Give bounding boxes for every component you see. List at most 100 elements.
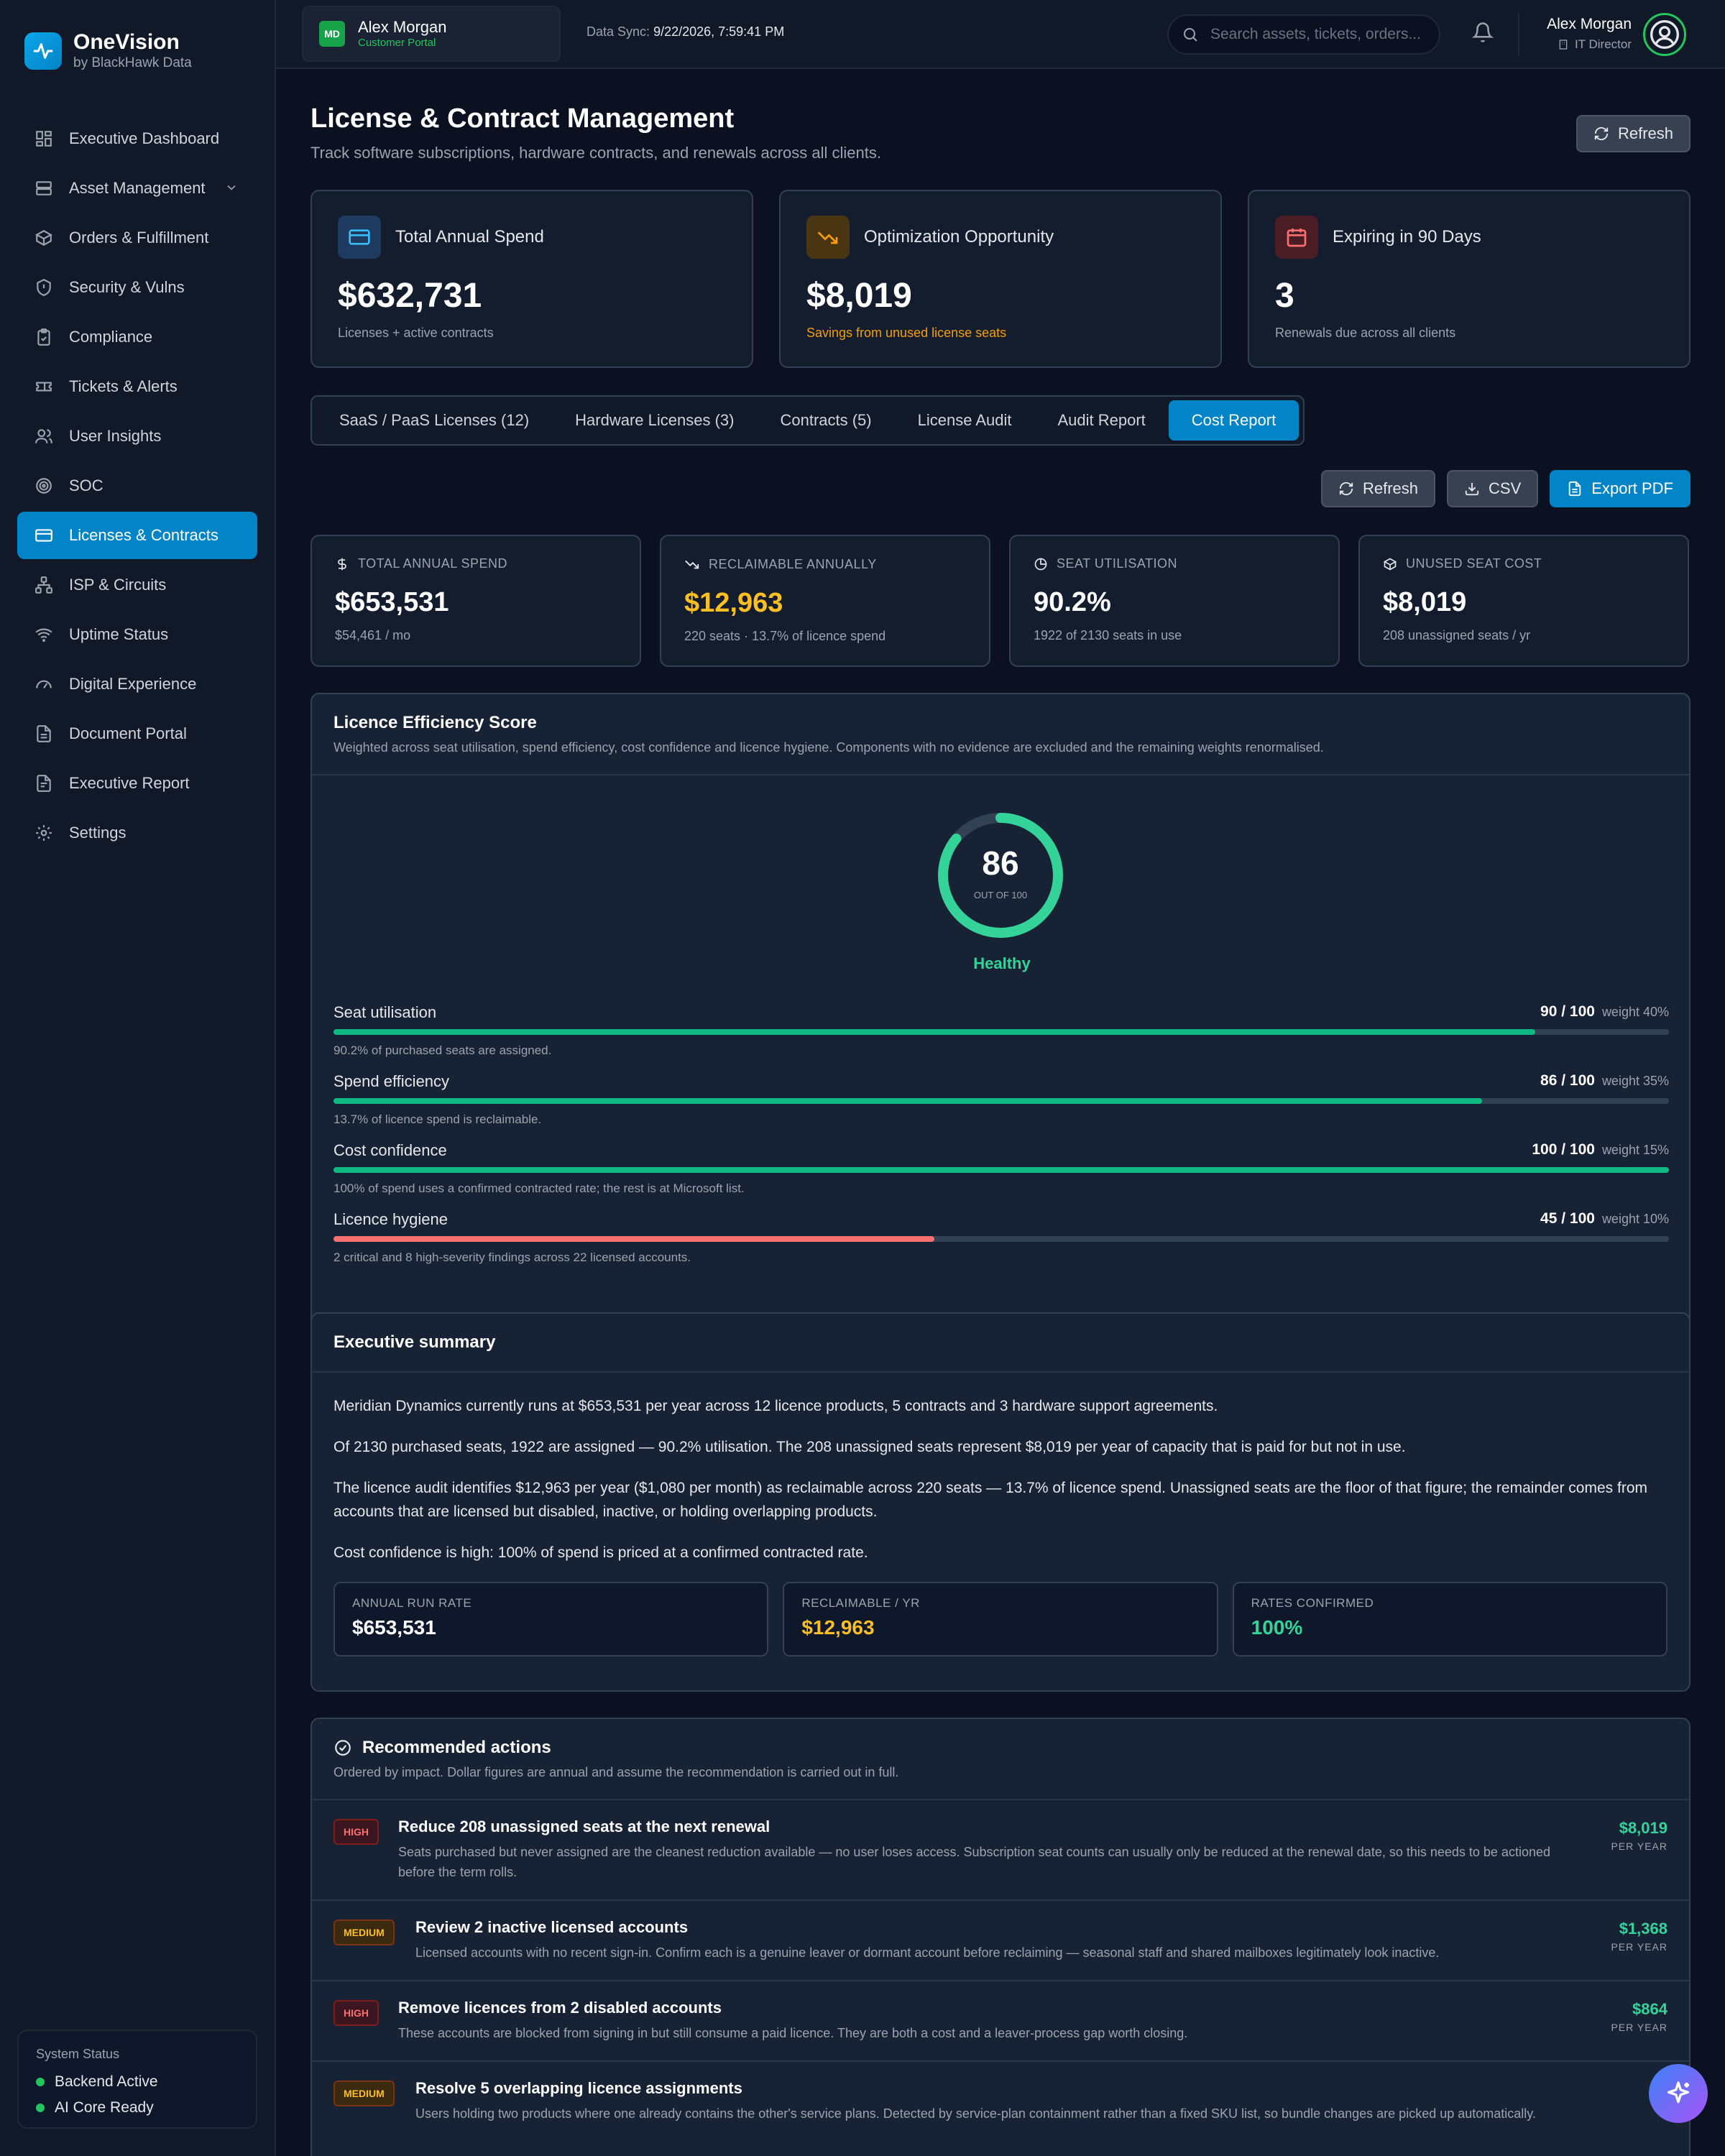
metric-label: Licence hygiene — [334, 1210, 448, 1228]
stat-row: TOTAL ANNUAL SPEND $653,531 $54,461 / mo… — [310, 535, 1690, 667]
sidebar-item-licenses[interactable]: Licenses & Contracts — [17, 512, 257, 559]
sidebar-item-label: Security & Vulns — [69, 278, 185, 296]
recommendation-amount: $1,368 — [1619, 1920, 1668, 1938]
sidebar-item-orders[interactable]: Orders & Fulfillment — [17, 214, 257, 262]
stat-reclaimable: RECLAIMABLE ANNUALLY $12,963 220 seats ·… — [660, 535, 990, 667]
sidebar-item-settings[interactable]: Settings — [17, 809, 257, 857]
metric-label: Cost confidence — [334, 1141, 447, 1159]
sidebar-item-soc[interactable]: SOC — [17, 462, 257, 510]
kpi-value: $632,731 — [338, 277, 482, 315]
stat-label: RECLAIMABLE ANNUALLY — [709, 556, 877, 571]
chevron-down-icon[interactable] — [224, 180, 239, 195]
sidebar-item-executive-report[interactable]: Executive Report — [17, 760, 257, 807]
metric-note: 2 critical and 8 high-severity findings … — [334, 1250, 691, 1264]
brand-sub: by BlackHawk Data — [73, 55, 192, 70]
kpi-label: Optimization Opportunity — [864, 227, 1054, 247]
kpi-note: Licenses + active contracts — [338, 326, 494, 340]
metric-label: Spend efficiency — [334, 1072, 450, 1090]
sidebar-item-asset-management[interactable]: Asset Management — [17, 165, 257, 212]
per-year-label: PER YEAR — [1611, 1841, 1668, 1852]
sidebar-item-user-insights[interactable]: User Insights — [17, 413, 257, 460]
ai-assistant-button[interactable] — [1649, 2064, 1708, 2123]
stat-value: 90.2% — [1034, 587, 1111, 617]
tab-license-audit[interactable]: License Audit — [917, 411, 1012, 429]
recommendation-desc: These accounts are blocked from signing … — [398, 2026, 1188, 2040]
stat-value: $653,531 — [335, 587, 449, 617]
portal-sub: Customer Portal — [358, 37, 436, 49]
sidebar-item-compliance[interactable]: Compliance — [17, 313, 257, 361]
refresh-label: Refresh — [1363, 479, 1419, 497]
gauge-arc — [938, 813, 1063, 938]
server-icon — [33, 178, 55, 199]
sidebar-item-tickets[interactable]: Tickets & Alerts — [17, 363, 257, 410]
summary-box-value: 100% — [1251, 1616, 1303, 1639]
sidebar-item-label: Settings — [69, 824, 126, 842]
brand[interactable]: OneVision by BlackHawk Data — [24, 30, 192, 72]
sidebar-item-label: Asset Management — [69, 179, 206, 197]
tab-saas[interactable]: SaaS / PaaS Licenses (12) — [339, 411, 530, 429]
stat-value: $8,019 — [1383, 587, 1467, 617]
refresh-label: Refresh — [1617, 124, 1673, 142]
recommendation-desc: Licensed accounts with no recent sign-in… — [415, 1945, 1440, 1960]
list-item[interactable]: HIGH Reduce 208 unassigned seats at the … — [312, 1800, 1689, 1901]
summary-box-value: $653,531 — [352, 1616, 436, 1639]
system-status-title: System Status — [36, 2047, 120, 2061]
sidebar-item-digital-experience[interactable]: Digital Experience — [17, 660, 257, 708]
refresh-icon — [1338, 481, 1363, 497]
sidebar-item-uptime[interactable]: Uptime Status — [17, 611, 257, 658]
document-icon — [33, 723, 55, 745]
csv-button[interactable]: CSV — [1447, 470, 1539, 507]
recommendation-title: Review 2 inactive licensed accounts — [415, 1918, 689, 1936]
card-icon — [338, 216, 381, 259]
list-item[interactable]: MEDIUM Review 2 inactive licensed accoun… — [312, 1901, 1689, 1981]
page-subtitle: Track software subscriptions, hardware c… — [310, 144, 881, 162]
kpi-total-annual-spend: Total Annual Spend $632,731 Licenses + a… — [310, 190, 753, 368]
summary-box-rates-confirmed: RATES CONFIRMED 100% — [1232, 1582, 1668, 1657]
avatar[interactable] — [1643, 13, 1686, 56]
divider — [1518, 13, 1519, 56]
refresh-report-button[interactable]: Refresh — [1321, 470, 1436, 507]
severity-badge: HIGH — [334, 2000, 379, 2026]
bell-icon[interactable] — [1472, 22, 1494, 43]
search-box[interactable] — [1167, 14, 1440, 55]
list-item[interactable]: HIGH Remove licences from 2 disabled acc… — [312, 1981, 1689, 2062]
export-pdf-button[interactable]: Export PDF — [1550, 470, 1690, 507]
sparkle-icon — [1664, 2079, 1693, 2108]
efficiency-title: Licence Efficiency Score — [334, 713, 537, 732]
sidebar-item-security[interactable]: Security & Vulns — [17, 264, 257, 311]
search-input[interactable] — [1210, 26, 1426, 43]
kpi-value: $8,019 — [806, 277, 912, 315]
package-icon — [1383, 557, 1406, 571]
tab-contracts[interactable]: Contracts (5) — [780, 411, 872, 429]
package-icon — [33, 227, 55, 249]
list-item[interactable]: MEDIUM Resolve 5 overlapping licence ass… — [312, 2062, 1689, 2141]
tab-cost-report[interactable]: Cost Report — [1168, 400, 1300, 441]
summary-box-reclaimable: RECLAIMABLE / YR $12,963 — [783, 1582, 1218, 1657]
per-year-label: PER YEAR — [1611, 1941, 1668, 1953]
tab-audit-report[interactable]: Audit Report — [1057, 411, 1146, 429]
sidebar-item-isp[interactable]: ISP & Circuits — [17, 561, 257, 609]
sidebar-item-executive-dashboard[interactable]: Executive Dashboard — [17, 115, 257, 162]
report-icon — [33, 773, 55, 794]
portal-switcher[interactable]: MD Alex Morgan Customer Portal — [302, 6, 561, 62]
kpi-note: Renewals due across all clients — [1275, 326, 1456, 340]
trending-down-icon — [806, 216, 850, 259]
summary-paragraph: Meridian Dynamics currently runs at $653… — [334, 1398, 1218, 1414]
efficiency-subtitle: Weighted across seat utilisation, spend … — [334, 740, 1324, 755]
tab-hardware[interactable]: Hardware Licenses (3) — [575, 411, 735, 429]
sidebar-item-label: ISP & Circuits — [69, 576, 167, 594]
refresh-button[interactable]: Refresh — [1576, 115, 1690, 152]
page-title: License & Contract Management — [310, 103, 735, 134]
sidebar-item-label: SOC — [69, 476, 104, 494]
download-icon — [1464, 481, 1489, 497]
kpi-value: 3 — [1275, 277, 1294, 315]
per-year-label: PER YEAR — [1611, 2022, 1668, 2033]
backend-status: Backend Active — [55, 2073, 158, 2090]
summary-box-label: ANNUAL RUN RATE — [352, 1596, 472, 1610]
sidebar-item-document-portal[interactable]: Document Portal — [17, 710, 257, 757]
tab-bar: SaaS / PaaS Licenses (12) Hardware Licen… — [310, 395, 1305, 446]
recommendations-title: Recommended actions — [362, 1738, 551, 1757]
metric-weight: weight 40% — [1601, 1005, 1669, 1019]
recommendation-desc: Users holding two products where one alr… — [415, 2106, 1536, 2121]
stat-label: UNUSED SEAT COST — [1406, 556, 1542, 571]
